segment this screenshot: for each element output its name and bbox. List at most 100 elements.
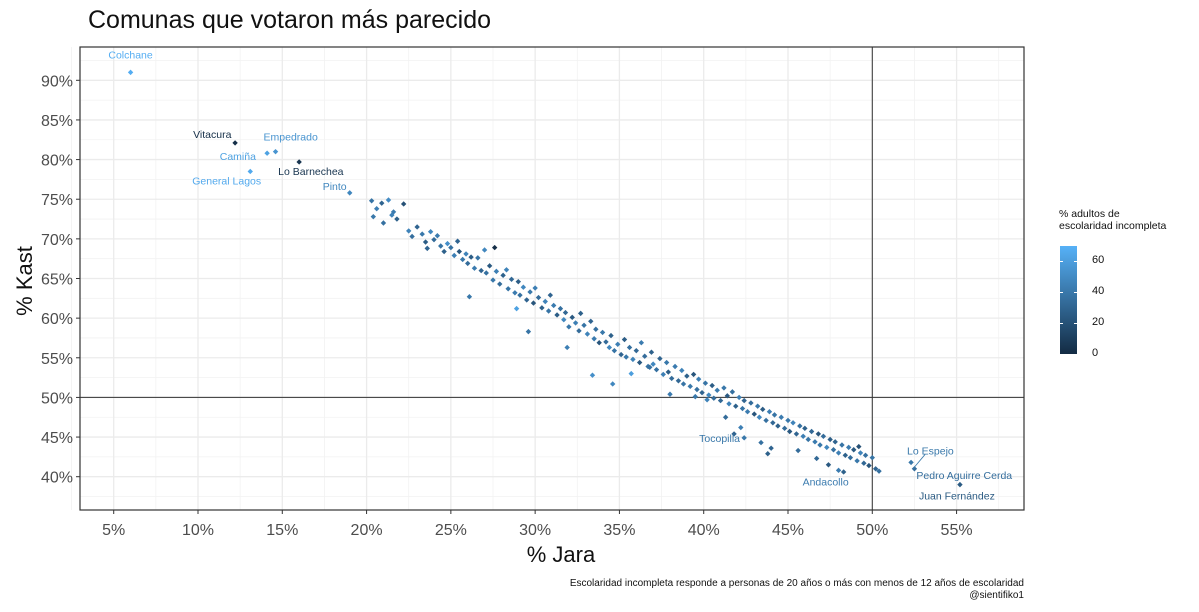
data-point bbox=[438, 243, 444, 249]
point-label: Tocopilla bbox=[699, 433, 740, 445]
data-point bbox=[731, 431, 737, 437]
caption-note: Escolaridad incompleta responde a person… bbox=[569, 578, 1024, 589]
data-point bbox=[588, 318, 594, 325]
data-point bbox=[832, 439, 838, 445]
point-labels: Colchane Vitacura Empedrado Camiña General L… bbox=[108, 49, 1012, 502]
legend-tick-mark bbox=[1060, 292, 1077, 294]
data-point bbox=[650, 361, 656, 367]
data-point bbox=[695, 376, 702, 382]
data-point bbox=[490, 277, 496, 283]
data-point bbox=[441, 248, 447, 255]
legend-tick-mark bbox=[1060, 261, 1077, 263]
data-point bbox=[569, 314, 575, 321]
data-point bbox=[824, 444, 830, 451]
data-point bbox=[599, 329, 606, 336]
data-point bbox=[765, 451, 771, 457]
labeled-data-point bbox=[835, 467, 842, 474]
data-point bbox=[775, 423, 781, 429]
data-point bbox=[512, 290, 518, 296]
point-label: General Lagos bbox=[192, 175, 261, 187]
data-point bbox=[751, 411, 757, 417]
data-point bbox=[800, 433, 806, 439]
data-point bbox=[709, 382, 715, 389]
data-point bbox=[463, 251, 469, 257]
x-tick-label: 45% bbox=[772, 522, 804, 539]
data-points bbox=[127, 69, 963, 488]
x-tick-label: 35% bbox=[603, 522, 635, 539]
data-point bbox=[638, 340, 645, 346]
x-tick-label: 15% bbox=[266, 522, 298, 539]
data-point bbox=[483, 270, 489, 276]
data-point bbox=[856, 443, 862, 450]
point-label: Empedrado bbox=[264, 132, 318, 144]
data-point bbox=[704, 397, 710, 403]
reference-lines bbox=[80, 47, 1024, 510]
data-point bbox=[733, 403, 739, 409]
data-point bbox=[525, 328, 532, 335]
x-axis-ticks: 5% 10% 15% 20% 25% 30% 35% 40% 45% 50% 55% bbox=[102, 510, 973, 539]
data-point bbox=[581, 322, 587, 328]
data-point bbox=[545, 308, 552, 314]
legend-tick-mark bbox=[1060, 323, 1077, 325]
data-point bbox=[431, 236, 437, 243]
legend-tick-label: 40 bbox=[1092, 285, 1105, 298]
x-tick-label: 50% bbox=[856, 522, 888, 539]
x-tick-label: 30% bbox=[519, 522, 551, 539]
data-point bbox=[706, 392, 712, 398]
y-tick-label: 80% bbox=[41, 153, 73, 170]
data-point bbox=[668, 375, 675, 382]
data-point bbox=[456, 248, 462, 255]
data-point bbox=[857, 450, 864, 456]
data-point bbox=[618, 351, 624, 358]
labeled-data-point bbox=[957, 481, 963, 488]
data-point bbox=[630, 356, 636, 363]
data-point bbox=[869, 454, 875, 461]
data-point bbox=[790, 420, 796, 426]
data-point bbox=[611, 347, 618, 354]
data-point bbox=[584, 331, 591, 337]
data-point bbox=[524, 297, 530, 303]
data-point bbox=[839, 442, 845, 448]
y-tick-label: 85% bbox=[41, 113, 73, 130]
data-point bbox=[854, 458, 860, 464]
data-point bbox=[566, 324, 572, 330]
caption-credit: @sientifiko1 bbox=[969, 590, 1024, 601]
data-point bbox=[760, 406, 766, 413]
data-point bbox=[419, 231, 425, 237]
labeled-data-point bbox=[296, 159, 302, 165]
chart-title: Comunas que votaron más parecido bbox=[88, 6, 492, 34]
y-tick-label: 50% bbox=[41, 390, 73, 407]
data-point bbox=[679, 367, 685, 374]
label-leader-line bbox=[912, 454, 926, 470]
data-point bbox=[468, 254, 474, 260]
data-point bbox=[805, 436, 811, 443]
data-point bbox=[786, 428, 793, 435]
point-label: Pinto bbox=[323, 181, 347, 193]
data-point bbox=[535, 294, 542, 301]
data-point bbox=[684, 373, 690, 379]
data-point bbox=[692, 393, 698, 400]
data-point bbox=[771, 412, 778, 418]
data-point bbox=[603, 339, 609, 345]
x-tick-label: 5% bbox=[102, 522, 125, 539]
data-point bbox=[547, 292, 554, 298]
y-tick-label: 70% bbox=[41, 232, 73, 249]
data-point bbox=[845, 444, 852, 451]
data-point bbox=[739, 405, 746, 412]
data-point bbox=[847, 454, 854, 461]
data-point bbox=[756, 414, 763, 420]
data-point bbox=[448, 244, 454, 251]
data-point bbox=[589, 372, 596, 378]
major-gridlines bbox=[80, 47, 1024, 510]
data-point bbox=[520, 284, 527, 290]
x-tick-label: 55% bbox=[941, 522, 973, 539]
data-point bbox=[748, 400, 754, 406]
data-point bbox=[835, 450, 842, 456]
data-point bbox=[561, 317, 567, 323]
data-point bbox=[817, 442, 823, 448]
data-point bbox=[623, 354, 629, 360]
data-point bbox=[876, 468, 882, 474]
data-point bbox=[699, 389, 705, 396]
data-point bbox=[513, 305, 520, 312]
data-point bbox=[647, 364, 653, 370]
